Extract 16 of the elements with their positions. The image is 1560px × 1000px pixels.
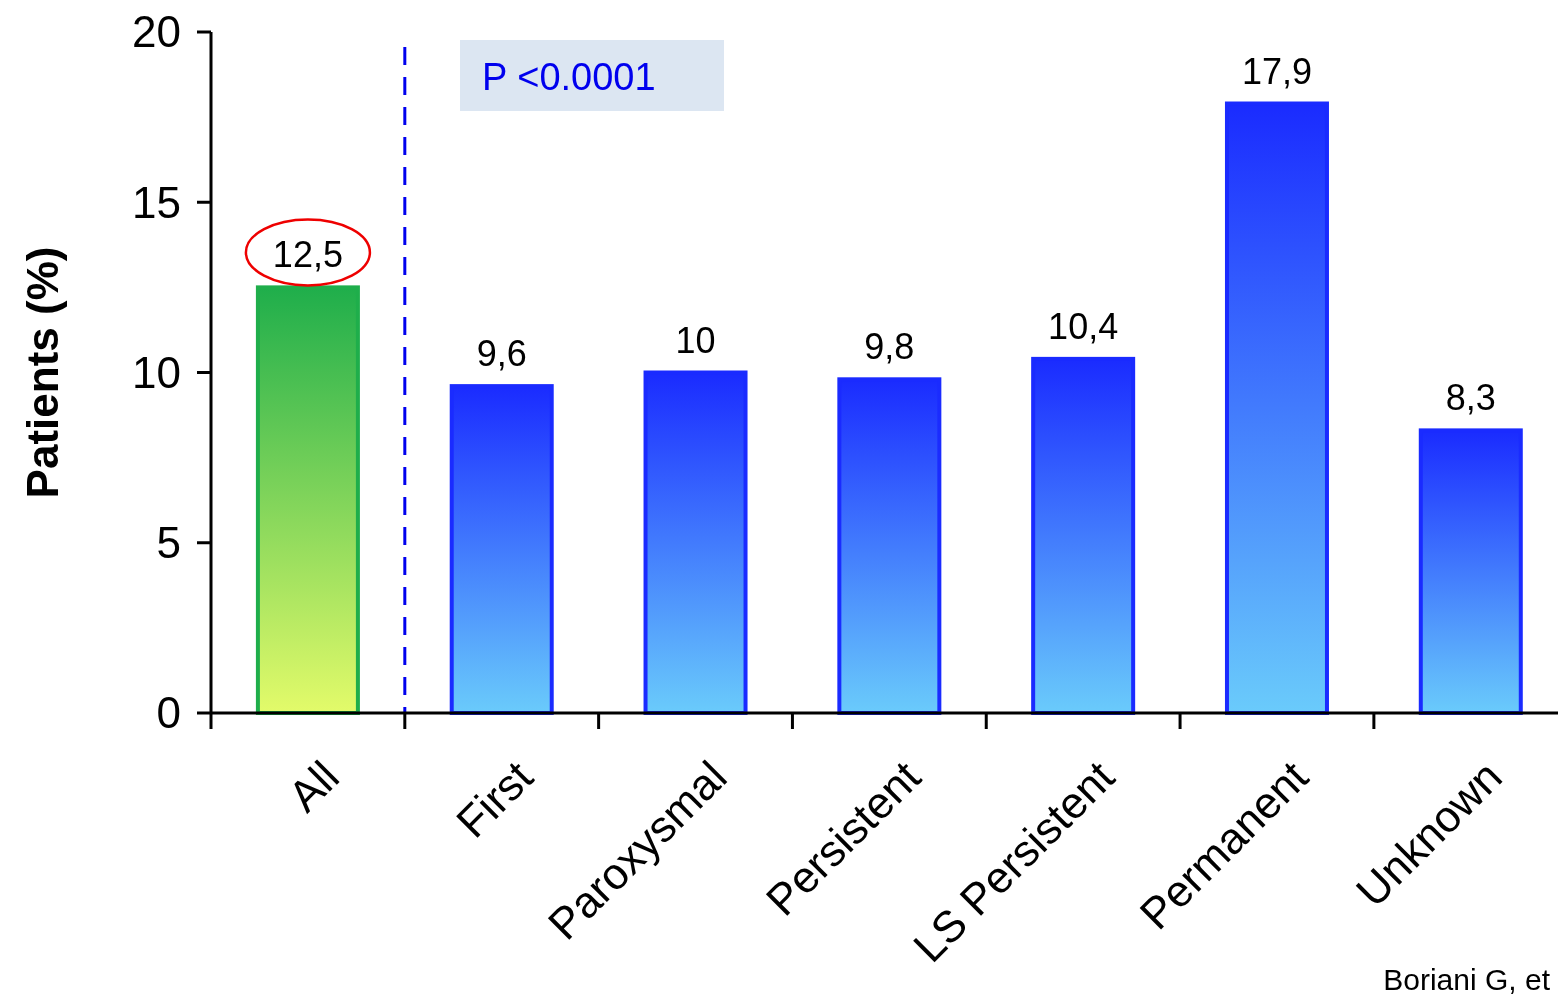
data-label: 8,3	[1445, 377, 1496, 419]
data-label: 12,5	[272, 234, 343, 276]
y-tick-label: 15	[132, 177, 181, 227]
data-label: 10,4	[1048, 305, 1119, 347]
data-label: 9,8	[864, 326, 915, 368]
annotation: P <0.0001	[482, 56, 656, 99]
x-tick-label: All	[278, 751, 349, 821]
y-tick-label: 10	[132, 347, 181, 397]
y-axis-title: Patients (%)	[18, 246, 67, 499]
data-label: 9,6	[476, 333, 527, 375]
y-tick-label: 0	[156, 688, 181, 738]
data-label: 17,9	[1241, 50, 1313, 92]
data-label: 10	[675, 319, 716, 361]
y-tick-label: 5	[156, 518, 181, 568]
y-tick-label: 20	[132, 7, 181, 57]
text: Boriani G, et	[1383, 963, 1551, 996]
